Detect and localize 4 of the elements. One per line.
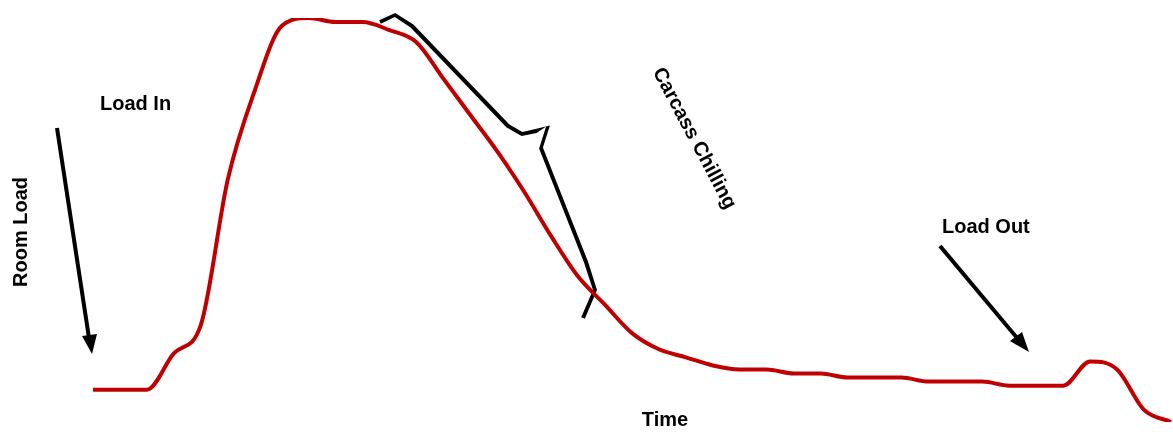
annotation: Load Out — [942, 215, 1030, 238]
annotation: Load In — [100, 92, 172, 115]
y-axis-title: Room Load — [8, 177, 32, 287]
x-axis-title: Time — [641, 408, 689, 431]
